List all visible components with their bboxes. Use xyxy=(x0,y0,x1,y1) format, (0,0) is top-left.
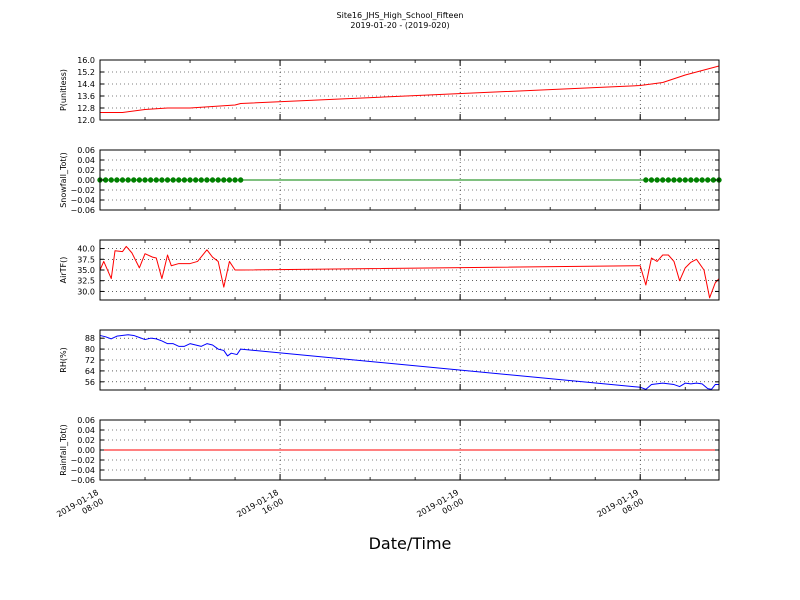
panel-2-marker-24 xyxy=(232,177,238,183)
panel-2-marker-10 xyxy=(153,177,159,183)
panel-2-ytick-label-6: 0.06 xyxy=(77,146,95,155)
x-axis-label: Date/Time xyxy=(368,534,452,553)
panel-5-ytick-label-4: 0.02 xyxy=(77,436,95,445)
panel-2-marker-29 xyxy=(660,177,666,183)
panel-2-marker-31 xyxy=(671,177,677,183)
panel-2-marker-2 xyxy=(108,177,114,183)
x-tick-label-2: 2019-01-1900:00 xyxy=(415,488,465,528)
panel-2-marker-23 xyxy=(226,177,233,183)
x-tick-label-3: 2019-01-1908:00 xyxy=(595,488,645,528)
chart-subtitle: 2019-01-20 - (2019-020) xyxy=(350,21,450,30)
panel-2-marker-17 xyxy=(192,177,199,183)
panel-4-ytick-label-4: 88 xyxy=(85,334,95,343)
panel-2-ytick-label-5: 0.04 xyxy=(77,156,95,165)
panel-2-marker-9 xyxy=(147,177,154,183)
panel-5-ytick-label-6: 0.06 xyxy=(77,416,95,425)
panel-2-marker-27 xyxy=(648,177,655,183)
panel-5-ytick-label-5: 0.04 xyxy=(77,426,95,435)
panel-2-marker-5 xyxy=(125,177,131,183)
panel-2-marker-21 xyxy=(215,177,221,183)
panel-4-ylabel: RH(%) xyxy=(59,347,68,372)
panel-2-marker-28 xyxy=(654,177,660,183)
panel-5-ylabel: Rainfall_Tot() xyxy=(59,424,68,476)
panel-3-ytick-label-2: 35.0 xyxy=(77,266,95,275)
panel-4-ytick-label-0: 56 xyxy=(85,378,95,387)
panel-2-marker-12 xyxy=(164,177,171,183)
panel-3-ytick-label-3: 37.5 xyxy=(77,255,95,264)
panel-2-marker-16 xyxy=(187,177,193,183)
x-tick-label-0: 2019-01-1808:00 xyxy=(55,488,105,528)
panel-5-ytick-label-0: −0.06 xyxy=(70,476,95,485)
panel-1-ytick-label-3: 14.4 xyxy=(77,80,95,89)
panel-2-ylabel: Snowfall_Tot() xyxy=(59,152,68,208)
panel-2-marker-18 xyxy=(198,177,204,183)
panel-5-ytick-label-1: −0.04 xyxy=(70,466,95,475)
x-tick-label-1: 2019-01-1816:00 xyxy=(235,488,285,528)
panel-2-marker-33 xyxy=(682,177,688,183)
panel-1-series-line xyxy=(100,65,720,113)
panel-2-ytick-label-1: −0.04 xyxy=(70,196,95,205)
panel-1-ytick-label-0: 12.0 xyxy=(77,116,95,125)
chart-title: Site16_JHS_High_School_Fifteen xyxy=(336,11,464,20)
panel-2-marker-13 xyxy=(170,177,176,183)
panel-1-ylabel: P(unitless) xyxy=(59,69,68,111)
panel-4-ytick-label-2: 72 xyxy=(85,356,95,365)
panel-4-series-line xyxy=(99,334,719,390)
panel-2-marker-15 xyxy=(181,177,188,183)
panel-2-marker-3 xyxy=(114,177,120,183)
panel-2-marker-35 xyxy=(693,177,700,183)
panel-2-marker-38 xyxy=(710,177,717,183)
panel-2-marker-34 xyxy=(688,177,694,183)
panel-2-ytick-label-4: 0.02 xyxy=(77,166,95,175)
panel-3-ytick-label-0: 30.0 xyxy=(77,287,95,296)
panel-2-marker-8 xyxy=(142,177,148,183)
panel-2-marker-4 xyxy=(119,177,126,183)
panel-1-ytick-label-1: 12.8 xyxy=(77,104,95,113)
panel-4-ytick-label-1: 64 xyxy=(85,367,95,376)
panel-2-ytick-label-2: −0.02 xyxy=(70,186,95,195)
panel-5-ytick-label-2: −0.02 xyxy=(70,456,95,465)
panel-1-frame xyxy=(99,59,720,121)
panel-2-ytick-label-3: 0.00 xyxy=(77,176,95,185)
panel-2-marker-22 xyxy=(221,177,227,183)
panel-1-ytick-label-5: 16.0 xyxy=(77,56,95,65)
panel-2-marker-30 xyxy=(665,177,672,183)
panel-3-ytick-label-1: 32.5 xyxy=(77,277,95,286)
panel-2-marker-32 xyxy=(676,177,683,183)
panel-1-ytick-label-4: 15.2 xyxy=(77,68,95,77)
panel-2-marker-36 xyxy=(699,177,705,183)
panel-2-marker-7 xyxy=(136,177,143,183)
panel-1-ytick-label-2: 13.6 xyxy=(77,92,95,101)
panel-2-marker-20 xyxy=(209,177,216,183)
panel-4-ytick-label-3: 80 xyxy=(85,345,95,354)
panel-2-marker-37 xyxy=(705,177,711,183)
panel-3-ytick-label-4: 40.0 xyxy=(77,245,95,254)
panel-3-series-line xyxy=(99,245,720,299)
panel-2-marker-19 xyxy=(204,177,210,183)
panel-2-marker-6 xyxy=(131,177,137,183)
panel-2-marker-26 xyxy=(643,177,649,183)
panel-3-ylabel: AirTF() xyxy=(59,257,68,284)
panel-2-marker-14 xyxy=(176,177,182,183)
panel-5-ytick-label-3: 0.00 xyxy=(77,446,95,455)
panel-2-marker-1 xyxy=(102,177,109,183)
panel-2-ytick-label-0: −0.06 xyxy=(70,206,95,215)
panel-2-marker-11 xyxy=(159,177,165,183)
panel-2-marker-25 xyxy=(237,177,244,183)
